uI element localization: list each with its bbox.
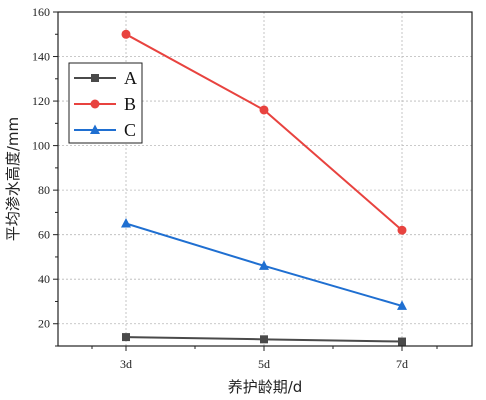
series-B (121, 29, 407, 235)
data-point-B (121, 29, 131, 39)
y-tick-label: 160 (32, 5, 50, 19)
y-tick-label: 80 (38, 183, 50, 197)
legend-marker-B (90, 99, 100, 109)
y-tick-label: 20 (38, 317, 50, 331)
legend-label-B: B (124, 94, 136, 114)
data-point-C (121, 218, 131, 228)
legend-label-A: A (124, 68, 137, 88)
series-C (121, 218, 407, 310)
plot-frame (57, 11, 473, 347)
x-tick-label: 3d (120, 357, 132, 371)
data-point-A (398, 337, 406, 346)
data-point-B (259, 105, 269, 115)
y-tick-label: 100 (32, 139, 50, 153)
x-tick-label: 5d (258, 357, 270, 371)
y-tick-label: 60 (38, 228, 50, 242)
data-point-A (122, 333, 130, 342)
series-A (122, 333, 406, 346)
y-tick-label: 140 (32, 50, 50, 64)
legend-label-C: C (124, 120, 136, 140)
y-tick-label: 40 (38, 272, 50, 286)
y-axis-title: 平均渗水高度/mm (4, 117, 22, 241)
grid-lines (58, 12, 472, 346)
legend-marker-C (90, 124, 100, 134)
data-point-B (397, 225, 407, 235)
x-axis-title: 养护龄期/d (228, 378, 303, 396)
legend-marker-A (91, 74, 99, 82)
axes: 20 40 60 80 100 120 140 160 3d 5d 7d (32, 5, 438, 371)
series-lines (121, 29, 407, 346)
y-tick-label: 120 (32, 94, 50, 108)
data-point-C (397, 300, 407, 310)
data-point-C (259, 260, 269, 270)
data-point-A (260, 335, 268, 344)
x-tick-label: 7d (396, 357, 408, 371)
legend: ABC (68, 62, 143, 144)
